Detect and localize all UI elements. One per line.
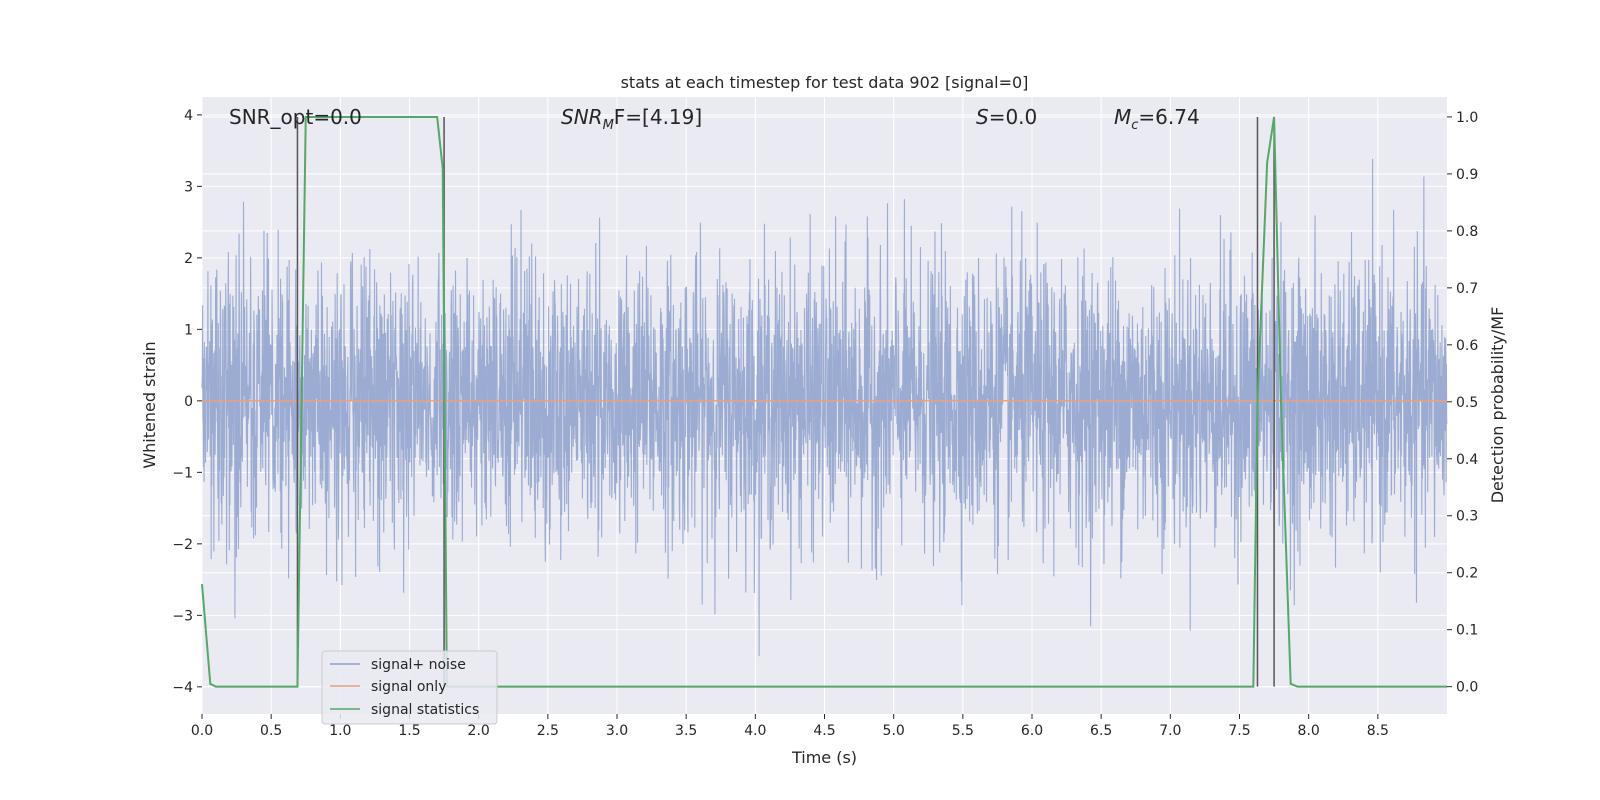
y-right-tick-label: 0.1 [1456,623,1478,639]
x-tick-label: 2.0 [468,723,490,739]
chart-title: stats at each timestep for test data 902… [621,73,1029,92]
annotation-mc-base: M [1114,105,1131,129]
x-tick-label: 1.0 [329,723,351,739]
series-signal-noise [201,158,1448,657]
x-tick-label: 6.5 [1090,723,1112,739]
legend-label-signal-only: signal only [371,679,446,695]
legend: signal+ noise signal only signal statist… [321,650,498,725]
annotation-mc-sub: c [1131,118,1138,133]
annotation-snr-opt: SNR_opt=0.0 [229,105,362,129]
x-tick-label: 6.0 [1021,723,1043,739]
annotation-mc-rest: =6.74 [1138,105,1199,129]
y-left-tick-label: 2 [184,251,193,267]
annotation-s-base: S [976,105,989,129]
x-tick-label: 8.5 [1367,723,1389,739]
annotation-snr-mf-sub: M [603,118,614,133]
y-right-tick-label: 0.3 [1456,509,1478,525]
annotation-snr-mf: SNRMF=[4.19] [561,105,702,133]
x-tick-label: 3.0 [606,723,628,739]
y-right-tick-label: 0.8 [1456,224,1478,240]
x-tick-label: 2.5 [537,723,559,739]
annotation-s: S=0.0 [976,105,1037,129]
y-left-tick-label: 0 [184,394,193,410]
x-tick-label: 8.0 [1298,723,1320,739]
x-tick-label: 0.5 [260,723,282,739]
y-right-tick-label: 0.0 [1456,680,1478,696]
y-left-tick-label: 1 [184,322,193,338]
x-tick-label: 5.5 [952,723,974,739]
y-right-tick-label: 0.6 [1456,338,1478,354]
x-axis-label: Time (s) [791,748,857,767]
axis-ticks: 0.0 0.5 1.0 1.5 2.0 2.5 3.0 3.5 4.0 4.5 5.0 5.5 6.0 6… [172,108,1478,739]
signal-statistics-line [201,115,1447,688]
y-left-tick-label: −3 [172,608,193,624]
x-tick-label: 0.0 [191,723,213,739]
y-left-tick-label: −2 [172,537,193,553]
y-left-tick-label: 3 [184,179,193,195]
legend-label-signal-noise: signal+ noise [371,657,466,673]
y-left-tick-label: 4 [184,108,193,124]
y-axis-left-label: Whitened strain [140,341,159,468]
annotation-s-rest: =0.0 [989,105,1038,129]
noise-trace [201,158,1448,657]
x-tick-label: 4.5 [813,723,835,739]
annotation-snr-mf-rest: F=[4.19] [614,105,702,129]
annotation-snr-mf-base: SNR [561,105,603,129]
legend-box [321,650,498,725]
x-tick-label: 3.5 [675,723,697,739]
y-left-tick-label: −4 [172,680,193,696]
y-right-tick-label: 0.7 [1456,281,1478,297]
x-tick-label: 5.0 [883,723,905,739]
x-tick-label: 7.0 [1159,723,1181,739]
y-right-tick-label: 1.0 [1456,110,1478,126]
y-right-tick-label: 0.9 [1456,167,1478,183]
annotation-mc: Mc=6.74 [1114,105,1200,133]
y-right-tick-label: 0.2 [1456,566,1478,582]
x-tick-label: 7.5 [1228,723,1250,739]
y-axis-right-label: Detection probability/MF [1488,307,1507,504]
y-left-tick-label: −1 [172,465,193,481]
y-right-tick-label: 0.4 [1456,452,1478,468]
legend-label-signal-statistics: signal statistics [371,702,479,718]
x-tick-label: 4.0 [744,723,766,739]
y-right-tick-label: 0.5 [1456,395,1478,411]
series-signal-statistics [201,115,1447,688]
x-tick-label: 1.5 [398,723,420,739]
